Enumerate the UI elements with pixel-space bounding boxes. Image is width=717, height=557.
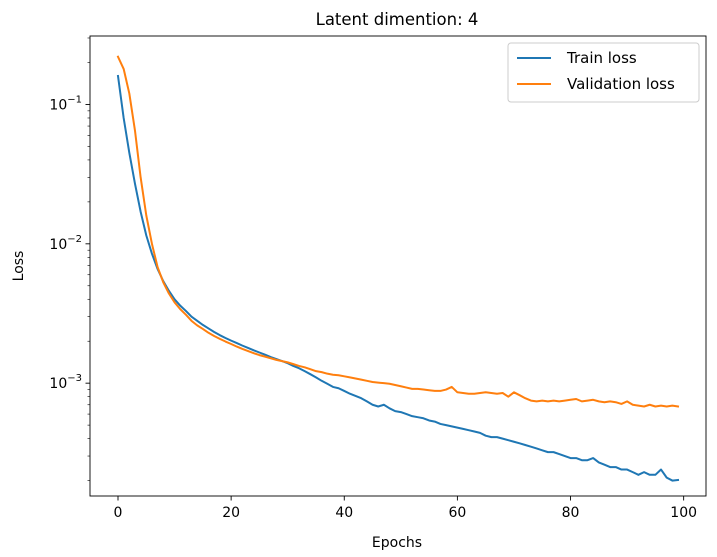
y-tick-label-base: 10 — [49, 376, 67, 392]
x-tick-label: 80 — [562, 505, 580, 521]
x-axis-label: Epochs — [372, 535, 422, 551]
series-layer — [116, 55, 680, 482]
x-axis: 0 20 40 60 80 100 — [114, 496, 697, 521]
x-tick-label: 20 — [222, 505, 240, 521]
plot-frame — [89, 35, 707, 497]
legend-label-validation-loss: Validation loss — [567, 75, 675, 93]
y-tick-label-exponent: −1 — [67, 94, 82, 105]
y-tick-label: 10−2 — [49, 234, 82, 253]
y-tick-label: 10−3 — [49, 373, 82, 392]
y-tick-label: 10−1 — [49, 94, 82, 113]
y-tick-label-base: 10 — [49, 97, 67, 113]
y-tick-label-exponent: −2 — [67, 234, 82, 245]
x-tick-label: 40 — [335, 505, 353, 521]
y-axis-label: Loss — [11, 251, 27, 282]
y-axis: 10−110−210−3 — [49, 37, 90, 481]
legend: Train loss Validation loss — [507, 42, 700, 103]
y-tick-label-base: 10 — [49, 237, 67, 253]
legend-box — [507, 42, 700, 103]
series-line-validation-loss — [116, 55, 680, 408]
chart-title: Latent dimention: 4 — [316, 10, 479, 29]
x-tick-label: 100 — [670, 505, 697, 521]
x-tick-label: 0 — [114, 505, 123, 521]
series-line-train-loss — [116, 74, 680, 482]
legend-label-train-loss: Train loss — [566, 49, 637, 67]
y-tick-label-exponent: −3 — [67, 373, 82, 384]
x-tick-label: 60 — [448, 505, 466, 521]
